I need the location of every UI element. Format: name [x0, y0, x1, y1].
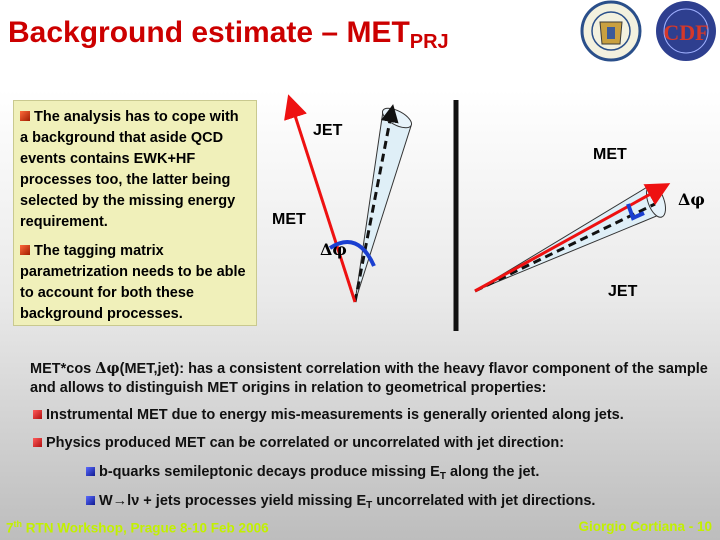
bullet-icon	[33, 438, 42, 447]
met-jet-diagram: JET MET Δφ MET Δφ JET	[272, 94, 705, 331]
met-arrow-right	[474, 183, 671, 293]
right-diagram: MET Δφ JET	[474, 146, 705, 300]
note-text-1: The analysis has to cope with a backgrou…	[20, 109, 239, 230]
jet-axis	[353, 104, 399, 303]
subitem-text: b-quarks semileptonic decays produce mis…	[99, 464, 440, 480]
intro-text-a: MET*cos	[30, 361, 96, 377]
university-seal-logo	[580, 0, 642, 62]
footer-num: 7	[6, 520, 14, 536]
footer-text: RTN Workshop, Prague 8-10 Feb 2006	[22, 520, 269, 536]
bullet-icon	[33, 410, 42, 419]
jet-cone	[354, 110, 412, 303]
subscript: T	[439, 471, 446, 482]
list-item-physics: Physics produced MET can be correlated o…	[33, 435, 564, 451]
subitem-text: W→lν + jets processes yield missing E	[99, 493, 367, 509]
bullet-icon	[20, 245, 30, 255]
jet-label: JET	[313, 122, 343, 139]
title-main: Background estimate – MET	[8, 16, 410, 49]
intro-dphi: Δφ	[95, 360, 120, 377]
dphi-arc-right	[626, 203, 645, 221]
left-diagram: JET MET Δφ	[272, 94, 413, 303]
subitem-text: along the jet.	[445, 464, 540, 480]
intro-text-b: (MET,jet): has a consistent correlation …	[30, 361, 708, 396]
met-arrow	[284, 94, 357, 303]
subitem-text: uncorrelated with jet directions.	[372, 493, 596, 509]
footer-sup: th	[13, 519, 23, 529]
subscript: T	[366, 500, 373, 511]
dphi-arc	[328, 240, 376, 267]
list-item-text: Physics produced MET can be correlated o…	[46, 435, 565, 451]
note-box: The analysis has to cope with a backgrou…	[13, 100, 257, 326]
dphi-label-right: Δφ	[678, 190, 705, 209]
svg-text:CDF: CDF	[663, 20, 708, 45]
bullet-icon	[86, 467, 95, 476]
met-label-right: MET	[593, 146, 627, 163]
footer-workshop: 7th RTN Workshop, Prague 8-10 Feb 2006	[6, 519, 269, 536]
list-item-text: Instrumental MET due to energy mis-measu…	[46, 407, 624, 423]
bullet-icon	[20, 111, 30, 121]
jet-axis-right	[474, 202, 656, 293]
title-subscript: PRJ	[409, 31, 449, 53]
dphi-label: Δφ	[320, 240, 347, 259]
cdf-logo: CDF	[656, 1, 716, 61]
footer-author-page: Giorgio Cortiana - 10	[578, 519, 712, 534]
institution-logos: CDF	[580, 0, 716, 62]
subitem-b-quarks: b-quarks semileptonic decays produce mis…	[86, 464, 539, 482]
bullet-icon	[86, 496, 95, 505]
intro-paragraph: MET*cos Δφ(MET,jet): has a consistent co…	[30, 359, 710, 398]
met-label: MET	[272, 211, 306, 228]
note-paragraph-2: The tagging matrix parametrization needs…	[20, 241, 250, 325]
note-paragraph-1: The analysis has to cope with a backgrou…	[20, 107, 250, 233]
slide-title: Background estimate – METPRJ	[8, 16, 449, 54]
note-text-2: The tagging matrix parametrization needs…	[20, 243, 246, 322]
jet-label-right: JET	[608, 283, 638, 300]
list-item-instrumental: Instrumental MET due to energy mis-measu…	[33, 407, 624, 423]
subitem-w-jets: W→lν + jets processes yield missing ET u…	[86, 493, 595, 511]
